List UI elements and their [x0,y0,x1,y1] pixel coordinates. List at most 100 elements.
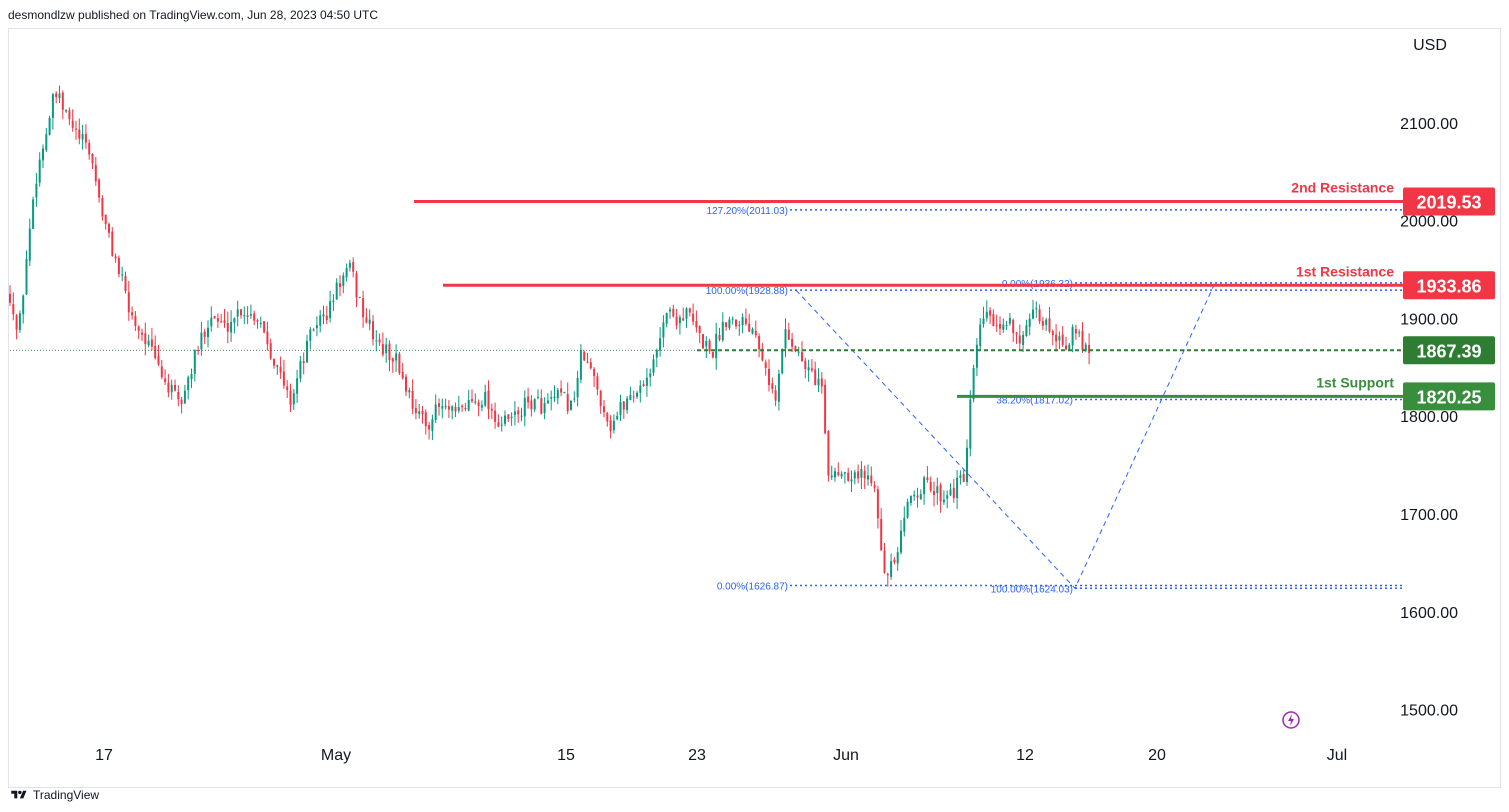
candle-body [754,330,757,336]
y-axis-tick-label: 1700.00 [1400,507,1458,524]
candle-body [226,323,229,332]
candle-body [738,324,741,326]
candle-body [546,400,549,404]
candle-body [791,338,794,347]
candle-body [659,338,662,351]
candle-body [751,329,754,334]
candle-body [972,368,975,400]
candle-body [929,481,932,491]
candle-body [510,416,513,419]
footer[interactable]: TradingView [10,788,99,802]
candle-body [857,471,860,479]
candle-body [61,92,64,110]
candle-body [570,400,572,410]
candle-body [494,410,497,422]
candle-body [216,318,219,322]
y-axis-tick-label: 2100.00 [1400,116,1458,133]
x-axis-tick-label: Jun [833,747,859,764]
y-axis-tick-label: 1600.00 [1400,605,1458,622]
candle-body [9,293,11,303]
candle-body [533,399,536,410]
candle-body [263,321,266,333]
candle-body [457,407,460,411]
candle-body [870,475,873,484]
candle-body [405,376,407,392]
candle-body [431,419,434,432]
candle-body [837,472,840,476]
candle-body [243,315,246,317]
candle-body [1081,331,1084,350]
candle-body [616,415,619,420]
candle-body [992,314,995,326]
candles [9,85,1091,587]
candle-body [886,573,889,576]
candle-body [170,384,173,393]
candle-body [88,143,91,155]
candle-body [979,324,982,346]
candle-body [893,559,896,563]
candle-body [299,360,302,379]
candle-body [995,325,998,327]
candle-body [348,262,351,268]
fib-label: 100.00%(1928.88) [706,286,788,297]
candle-body [345,268,348,278]
candle-body [807,367,810,371]
level-price-label: 2019.53 [1416,192,1481,212]
candle-body [42,148,44,161]
chart-frame[interactable] [8,28,1501,788]
lightning-icon [1282,711,1300,729]
candle-body [900,530,902,553]
y-axis-tick-label: 2000.00 [1400,214,1458,231]
candle-body [65,109,68,112]
candle-body [860,469,863,478]
candle-body [375,340,378,342]
candle-body [269,343,272,359]
candle-body [352,262,355,272]
candle-body [606,413,609,422]
y-axis-tick-label: 1900.00 [1400,311,1458,328]
candle-body [58,93,61,99]
candle-body [292,393,295,405]
candle-body [117,257,120,275]
candle-body [421,410,424,415]
candle-body [576,378,579,398]
candle-body [834,471,836,478]
candle-body [933,491,935,495]
candle-body [801,352,803,362]
candle-body [451,406,454,411]
candle-body [688,308,691,313]
candle-body [183,390,186,404]
candle-body [959,475,962,479]
candle-body [1035,308,1038,310]
candle-body [939,484,942,502]
candle-body [999,323,1001,329]
candle-body [329,301,332,319]
candle-body [824,384,827,434]
candle-body [18,313,21,330]
candle-body [358,297,361,299]
candle-body [480,405,483,408]
candle-body [520,415,523,417]
candle-body [1051,331,1054,336]
candle-body [12,303,15,315]
candle-body [556,390,559,399]
candle-body [411,391,414,409]
candle-body [160,366,163,378]
candle-body [705,341,708,347]
chart-svg[interactable]: USD 2100.00 2000.00 1900.00 1800.00 1700.00 16… [0,0,1509,788]
x-axis-tick-label: Jul [1327,747,1347,764]
last-price-badge [1403,336,1495,365]
candle-body [388,343,391,361]
candle-body [78,129,81,139]
candle-body [355,273,358,298]
candle-body [771,383,774,389]
candle-body [817,378,820,386]
candle-body [916,495,919,498]
candle-body [441,406,444,409]
candle-body [890,561,893,577]
candle-body [322,314,325,317]
candle-body [952,487,955,499]
candle-body [253,313,256,321]
candle-body [850,479,853,482]
candle-body [504,415,506,424]
